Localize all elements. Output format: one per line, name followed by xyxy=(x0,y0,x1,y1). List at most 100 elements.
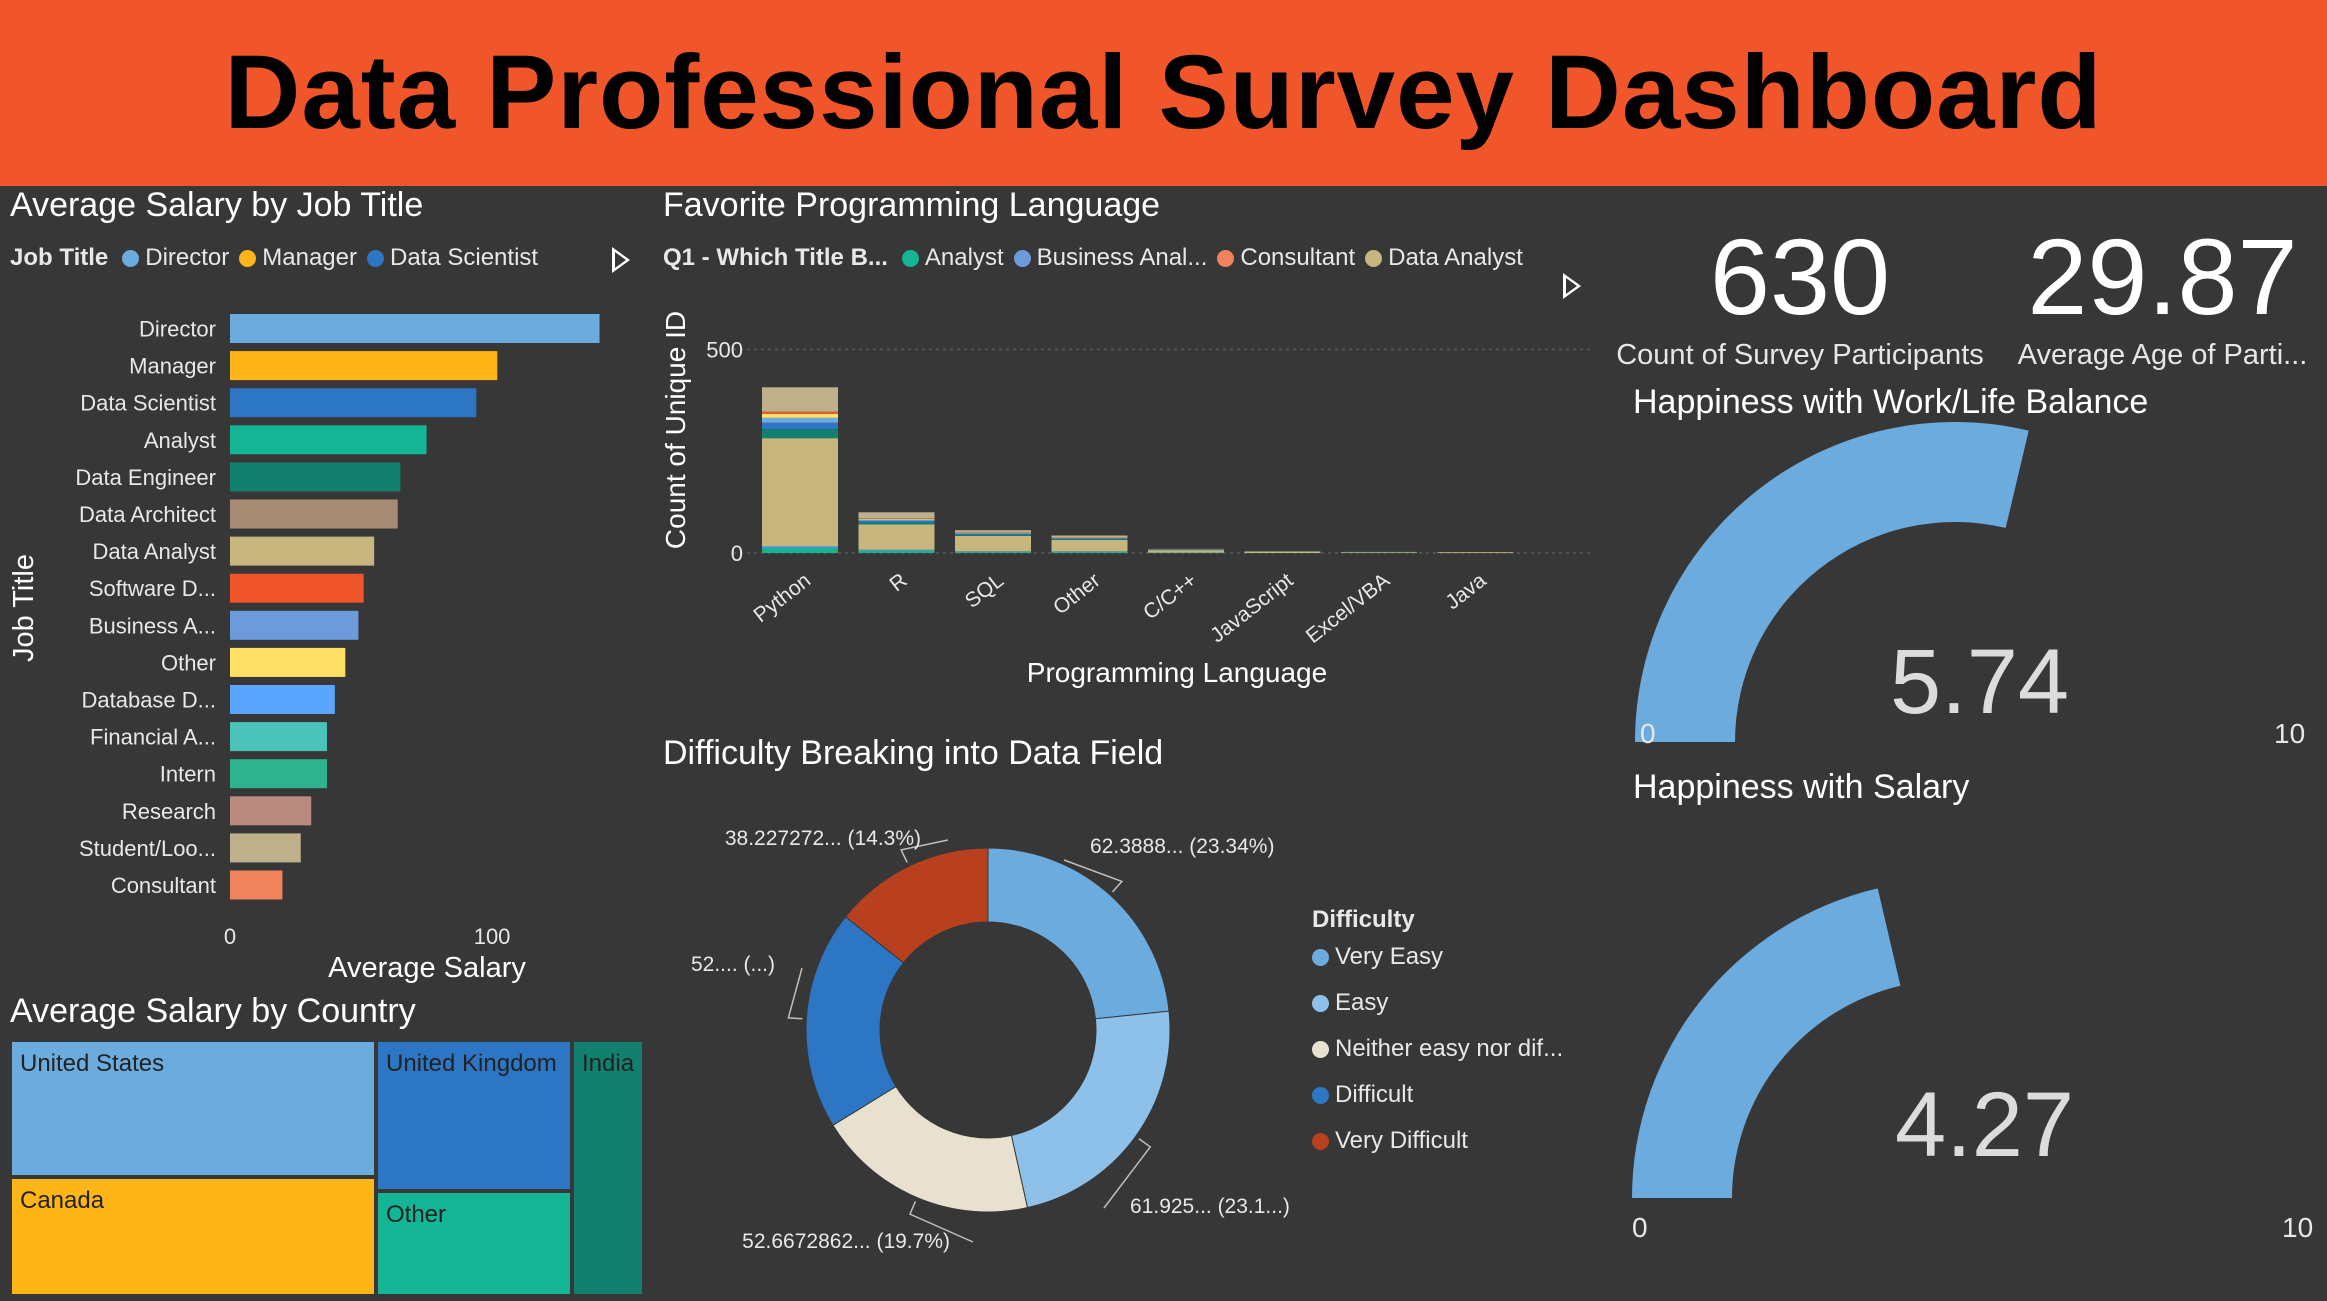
treemap-cell-india[interactable]: India xyxy=(572,1040,644,1296)
treemap-cell-united-states[interactable]: United States xyxy=(10,1040,376,1177)
treemap-cell-canada[interactable]: Canada xyxy=(10,1177,376,1296)
bar-software-d xyxy=(230,573,364,603)
bar-segment-other xyxy=(1051,538,1128,540)
bar-segment-r xyxy=(858,520,935,523)
y-tick-label: 500 xyxy=(706,337,743,362)
bar-segment-r xyxy=(858,519,935,521)
x-tick-label: SQL xyxy=(961,569,1008,613)
language-legend-item-business-analyst[interactable]: Business Anal... xyxy=(1013,244,1208,272)
gauge-salary xyxy=(1632,888,1901,1198)
salary-by-job-chart: Director Manager Data Scientist Analyst Data… xyxy=(8,314,600,984)
category-label: Consultant xyxy=(111,873,216,898)
gauge-worklife-value: 5.74 xyxy=(1890,631,2070,733)
bar-data-architect xyxy=(230,499,398,529)
legend-label: Very Difficult xyxy=(1335,1127,1468,1154)
category-label: Database D... xyxy=(81,688,216,713)
job-legend-item-manager[interactable]: Manager xyxy=(239,244,357,272)
difficulty-legend: Difficulty Very Easy Easy Neither easy n… xyxy=(1312,906,1563,1164)
bar-segment-r xyxy=(858,549,935,551)
language-legend-item-analyst[interactable]: Analyst xyxy=(901,244,1004,272)
data-label: 52.6672862... (19.7%) xyxy=(742,1230,950,1253)
difficulty-donut-chart: 62.3888... (23.34%) 61.925... (23.1...) 52… xyxy=(691,827,1290,1253)
legend-dot-icon xyxy=(239,249,257,267)
legend-label: Data Analyst xyxy=(1388,244,1523,271)
y-axis-label: Job Title xyxy=(8,554,40,662)
data-label: 61.925... (23.1...) xyxy=(1130,1195,1290,1218)
language-legend-item-consultant[interactable]: Consultant xyxy=(1217,244,1355,272)
bar-segment-other xyxy=(1051,551,1128,553)
legend-next-play-icon[interactable] xyxy=(612,247,630,273)
country-treemap: United States Canada United Kingdom Othe… xyxy=(10,1040,644,1296)
data-label: 38.227272... (14.3%) xyxy=(725,827,921,850)
bar-segment-python xyxy=(762,417,838,423)
difficulty-legend-item-neither[interactable]: Neither easy nor dif... xyxy=(1312,1026,1563,1072)
bar-consultant xyxy=(230,870,283,900)
dashboard-title: Data Professional Survey Dashboard xyxy=(224,34,2103,151)
category-label: Intern xyxy=(160,762,216,787)
category-label: Data Architect xyxy=(79,502,216,527)
treemap-label: United States xyxy=(20,1050,165,1077)
gauge-worklife-min: 0 xyxy=(1640,718,1656,749)
legend-label: Consultant xyxy=(1240,244,1356,271)
legend-label: Very Easy xyxy=(1335,943,1444,970)
legend-next-play-icon[interactable] xyxy=(1563,273,1581,299)
kpi-participants: 630 Count of Survey Participants xyxy=(1610,214,1990,372)
difficulty-legend-item-easy[interactable]: Easy xyxy=(1312,980,1563,1026)
gauge-worklife-max: 10 xyxy=(2274,718,2306,749)
language-legend: Q1 - Which Title B... Analyst Business A… xyxy=(663,244,1533,272)
job-legend-item-director[interactable]: Director xyxy=(122,244,229,272)
kpi-average-age-value: 29.87 xyxy=(2027,216,2298,337)
legend-label: Analyst xyxy=(924,244,1004,271)
legend-label: Business Anal... xyxy=(1036,244,1208,271)
programming-language-chart: 0 500 Python R SQL Other C/C++ JavaScript Excel/… xyxy=(660,311,1590,688)
legend-label: Manager xyxy=(262,244,357,271)
treemap-label: Other xyxy=(386,1201,447,1228)
bar-segment-python xyxy=(762,411,838,414)
x-tick-label: Python xyxy=(749,569,815,627)
kpi-participants-value: 630 xyxy=(1709,216,1891,337)
bar-segment-r xyxy=(858,550,935,553)
bar-segment-other xyxy=(1051,539,1128,540)
donut-slice-very-difficult xyxy=(844,847,989,964)
bar-data-analyst xyxy=(230,536,375,566)
bar-segment-java xyxy=(1437,552,1514,553)
bar-segment-javascript xyxy=(1244,551,1321,553)
x-axis-label: Average Salary xyxy=(328,952,526,984)
difficulty-legend-item-difficult[interactable]: Difficult xyxy=(1312,1072,1563,1118)
gauge-worklife xyxy=(1635,421,2029,742)
treemap-cell-other[interactable]: Other xyxy=(376,1191,572,1296)
bar-financial-a xyxy=(230,722,327,752)
difficulty-legend-item-very-difficult[interactable]: Very Difficult xyxy=(1312,1118,1563,1164)
legend-label: Difficult xyxy=(1335,1081,1414,1108)
bar-data-scientist xyxy=(230,388,477,418)
treemap-label: Canada xyxy=(20,1187,105,1214)
bar-segment-excel-vba xyxy=(1341,552,1417,553)
bar-segment-other xyxy=(1051,539,1128,552)
bar-analyst xyxy=(230,425,427,455)
bar-segment-python xyxy=(762,429,838,439)
language-legend-item-data-analyst[interactable]: Data Analyst xyxy=(1365,244,1523,272)
bar-segment-sql xyxy=(955,551,1031,553)
category-label: Software D... xyxy=(89,576,216,601)
difficulty-legend-item-very-easy[interactable]: Very Easy xyxy=(1312,934,1563,980)
bar-database-d xyxy=(230,685,335,714)
bar-segment-r xyxy=(858,518,935,520)
dashboard-header: Data Professional Survey Dashboard xyxy=(0,0,2327,186)
legend-dot-icon xyxy=(1013,249,1031,267)
x-tick-label: C/C++ xyxy=(1139,569,1201,624)
job-legend-item-data-scientist[interactable]: Data Scientist xyxy=(367,244,538,272)
y-tick-label: 0 xyxy=(731,541,743,566)
language-legend-title: Q1 - Which Title B... xyxy=(663,244,888,271)
legend-dot-icon xyxy=(1312,948,1329,966)
bar-segment-python xyxy=(762,422,838,430)
bar-segment-r xyxy=(858,524,935,550)
treemap-cell-united-kingdom[interactable]: United Kingdom xyxy=(376,1040,572,1191)
job-legend-title: Job Title xyxy=(10,244,109,271)
donut-slice-easy xyxy=(1010,1010,1171,1209)
bar-research xyxy=(230,796,312,826)
bar-segment-python xyxy=(762,438,838,547)
bar-segment-python xyxy=(762,546,838,548)
legend-dot-icon xyxy=(901,249,919,267)
bar-business-a xyxy=(230,610,359,640)
category-label: Data Engineer xyxy=(75,465,216,490)
